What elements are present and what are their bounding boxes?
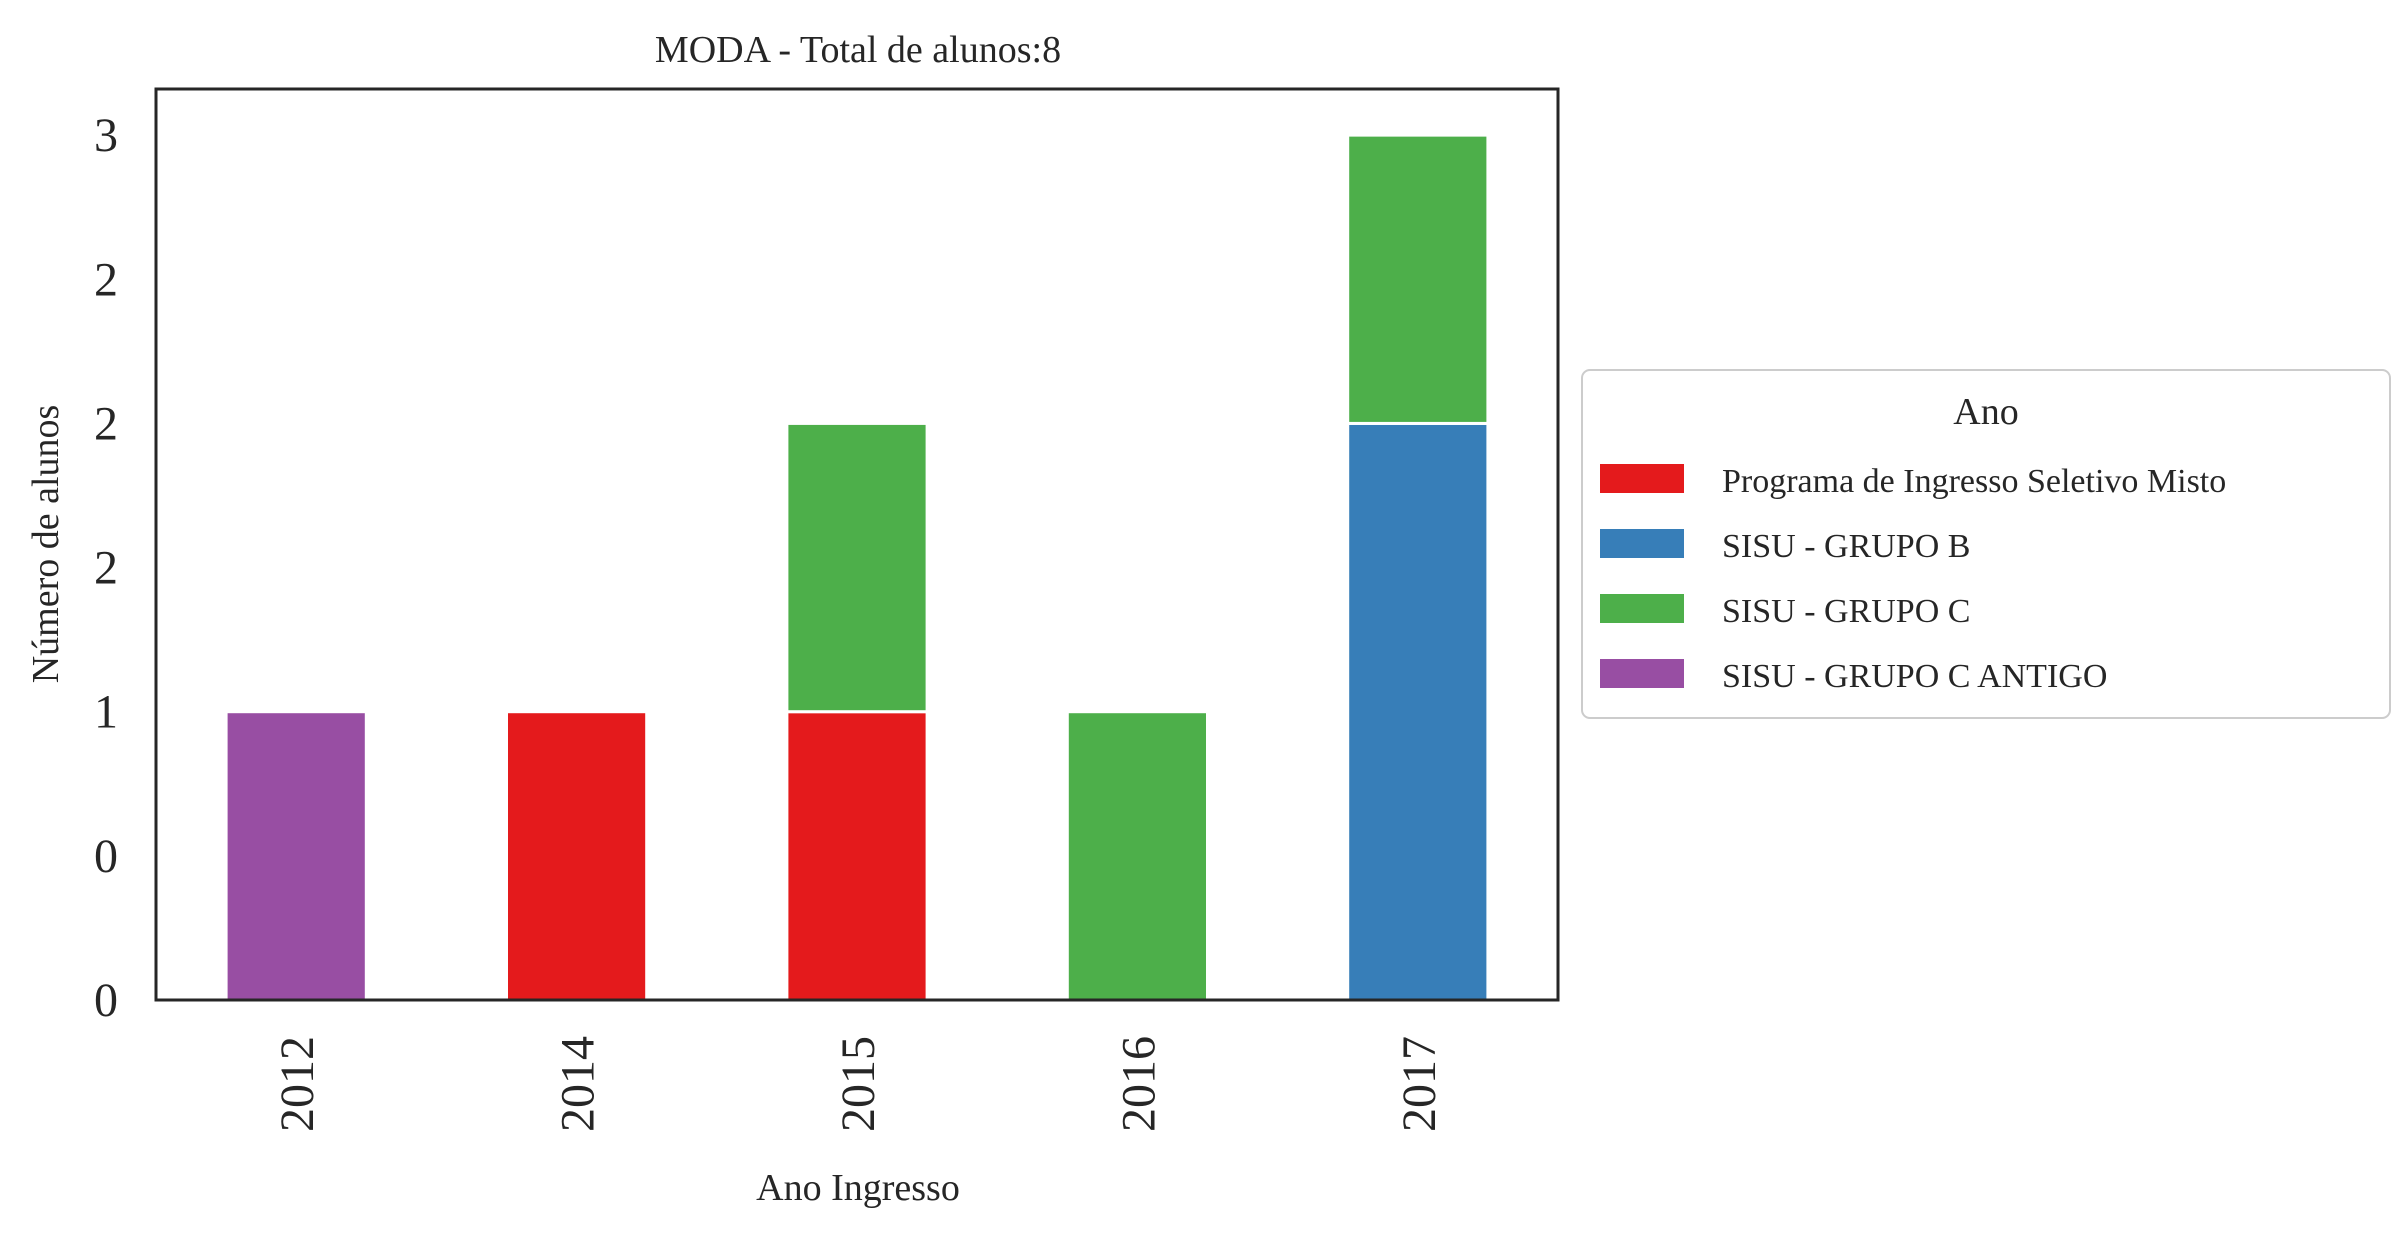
x-axis-label: Ano Ingresso	[756, 1167, 960, 1209]
chart-title: MODA - Total de alunos:8	[655, 29, 1061, 71]
legend-label-programa-de-ingresso-seletivo-misto: Programa de Ingresso Seletivo Misto	[1722, 463, 2226, 500]
x-tick-label: 2015	[832, 1036, 885, 1132]
bar-2017-sisu-grupo-b	[1346, 421, 1490, 1002]
legend-title: Ano	[1953, 391, 2018, 433]
bar-2015-programa-de-ingresso-seletivo-misto	[785, 710, 929, 1002]
bar-2014-programa-de-ingresso-seletivo-misto	[505, 710, 649, 1002]
y-tick-label: 1	[94, 686, 118, 739]
y-axis-ticks: 0 0 1 2 2 2 3	[94, 109, 118, 1027]
y-tick-label: 3	[94, 109, 118, 162]
y-tick-label: 2	[94, 397, 118, 450]
plot-frame	[154, 87, 1560, 1002]
x-tick-label: 2014	[552, 1036, 605, 1132]
y-tick-label: 0	[94, 830, 118, 883]
y-tick-label: 2	[94, 253, 118, 306]
y-tick-label: 0	[94, 974, 118, 1027]
x-tick-label: 2017	[1393, 1036, 1446, 1132]
legend-swatch-sisu-grupo-c	[1600, 594, 1684, 623]
bar-2012-sisu-grupo-c-antigo	[224, 710, 368, 1002]
legend-swatch-sisu-grupo-b	[1600, 529, 1684, 558]
y-tick-label: 2	[94, 542, 118, 595]
y-axis-label: Número de alunos	[25, 405, 67, 684]
bar-2017-sisu-grupo-c	[1346, 133, 1490, 425]
legend-items: Programa de Ingresso Seletivo Misto SISU …	[1600, 463, 2226, 695]
legend-swatch-programa-de-ingresso-seletivo-misto	[1600, 464, 1684, 493]
bar-2015-sisu-grupo-c	[785, 421, 929, 714]
legend-swatch-sisu-grupo-c-antigo	[1600, 659, 1684, 688]
x-axis-ticks: 2012 2014 2015 2016 2017	[271, 1036, 1446, 1132]
x-tick-label: 2012	[271, 1036, 324, 1132]
bars-layer	[224, 133, 1490, 1002]
legend: Ano Programa de Ingresso Seletivo Misto S…	[1581, 369, 2391, 719]
bar-2016-sisu-grupo-c	[1065, 710, 1210, 1002]
legend-label-sisu-grupo-b: SISU - GRUPO B	[1722, 528, 1970, 565]
legend-label-sisu-grupo-c: SISU - GRUPO C	[1722, 593, 1970, 630]
legend-frame	[1581, 369, 2391, 719]
legend-label-sisu-grupo-c-antigo: SISU - GRUPO C ANTIGO	[1722, 658, 2107, 695]
x-tick-label: 2016	[1112, 1036, 1165, 1132]
